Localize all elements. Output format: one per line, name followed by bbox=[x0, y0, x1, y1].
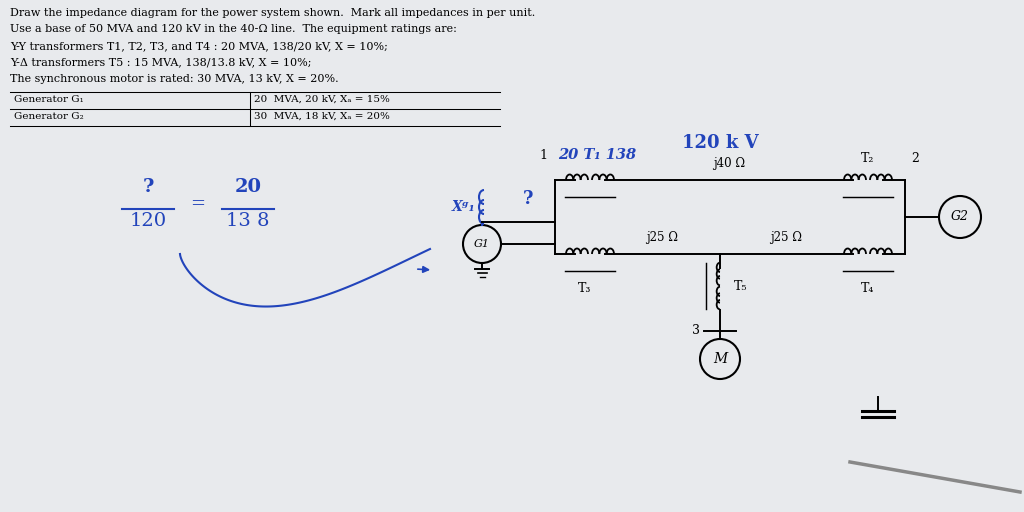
Text: 120 k V: 120 k V bbox=[682, 134, 759, 152]
Text: j40 Ω: j40 Ω bbox=[713, 157, 745, 170]
Text: j25 Ω: j25 Ω bbox=[770, 231, 803, 244]
Text: ?: ? bbox=[142, 178, 154, 196]
Text: 1: 1 bbox=[539, 149, 547, 162]
Text: Generator G₁: Generator G₁ bbox=[14, 95, 84, 104]
Text: Xᵍ₁: Xᵍ₁ bbox=[452, 200, 476, 214]
Text: T₄: T₄ bbox=[861, 282, 874, 295]
Text: 30  MVA, 18 kV, Xₐ = 20%: 30 MVA, 18 kV, Xₐ = 20% bbox=[254, 112, 390, 121]
Text: =: = bbox=[190, 195, 206, 213]
Text: Use a base of 50 MVA and 120 kV in the 40-Ω line.  The equipment ratings are:: Use a base of 50 MVA and 120 kV in the 4… bbox=[10, 25, 457, 34]
Text: 3: 3 bbox=[692, 325, 700, 337]
Text: G1: G1 bbox=[474, 239, 490, 249]
Text: T₃: T₃ bbox=[579, 282, 592, 295]
Text: 20  MVA, 20 kV, Xₐ = 15%: 20 MVA, 20 kV, Xₐ = 15% bbox=[254, 95, 390, 104]
Text: Y-Δ transformers T5 : 15 MVA, 138/13.8 kV, X = 10%;: Y-Δ transformers T5 : 15 MVA, 138/13.8 k… bbox=[10, 57, 311, 68]
Text: 20: 20 bbox=[234, 178, 261, 196]
Text: Generator G₂: Generator G₂ bbox=[14, 112, 84, 121]
Text: Y-Y transformers T1, T2, T3, and T4 : 20 MVA, 138/20 kV, X = 10%;: Y-Y transformers T1, T2, T3, and T4 : 20… bbox=[10, 41, 388, 51]
Text: 13 8: 13 8 bbox=[226, 212, 269, 230]
Text: 20 T₁ 138: 20 T₁ 138 bbox=[558, 148, 636, 162]
Text: Draw the impedance diagram for the power system shown.  Mark all impedances in p: Draw the impedance diagram for the power… bbox=[10, 8, 536, 18]
Text: M: M bbox=[713, 352, 727, 366]
Text: G2: G2 bbox=[951, 210, 969, 224]
Text: 2: 2 bbox=[911, 152, 919, 165]
Text: T₅: T₅ bbox=[734, 280, 748, 292]
Text: T₂: T₂ bbox=[861, 152, 874, 165]
Text: 120: 120 bbox=[129, 212, 167, 230]
Text: The synchronous motor is rated: 30 MVA, 13 kV, X = 20%.: The synchronous motor is rated: 30 MVA, … bbox=[10, 74, 339, 84]
Text: j25 Ω: j25 Ω bbox=[646, 231, 679, 244]
Text: ?: ? bbox=[522, 190, 534, 208]
